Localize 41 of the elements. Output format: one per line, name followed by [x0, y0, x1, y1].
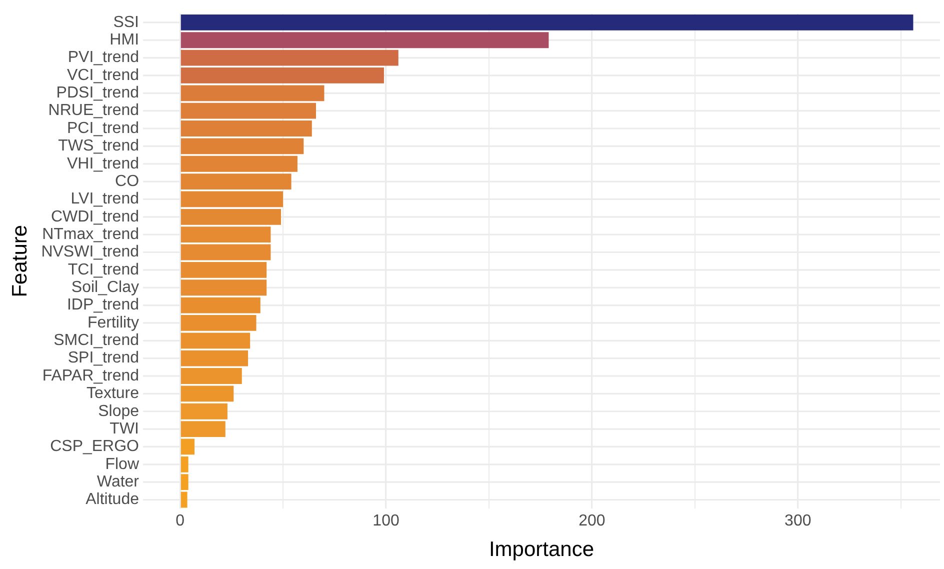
bar [180, 14, 914, 30]
y-tick-label: SMCI_trend [54, 332, 140, 350]
y-tick-label: IDP_trend [66, 296, 140, 314]
y-tick-label: SPI_trend [68, 350, 140, 367]
y-tick-label: PDSI_trend [56, 84, 140, 102]
x-tick-label: 0 [176, 512, 185, 530]
bar [180, 438, 194, 455]
y-tick-label: CO [115, 172, 140, 190]
y-tick-label: CWDI_trend [50, 208, 140, 226]
y-tick-label: Soil_Clay [71, 279, 140, 296]
bar [180, 244, 271, 260]
y-axis-title: Feature [8, 224, 32, 298]
bar [180, 85, 324, 102]
bar [180, 32, 549, 48]
x-axis-title: Importance [488, 538, 594, 562]
y-tick-label: PCI_trend [66, 120, 140, 137]
y-tick-label: TWI [110, 420, 140, 438]
y-tick-label: LVI_trend [70, 190, 140, 208]
y-tick-label: Texture [86, 385, 140, 402]
y-tick-label: VHI_trend [66, 155, 140, 172]
y-tick-label: CSP_ERGO [50, 438, 140, 456]
y-tick-label: Fertility [87, 314, 140, 332]
y-tick-label: NVSWI_trend [41, 244, 140, 261]
y-tick-label: VCI_trend [66, 66, 140, 84]
y-tick-label: PVI_trend [68, 49, 140, 66]
y-tick-label: TWS_trend [58, 138, 140, 155]
y-tick-label: SSI [113, 14, 140, 31]
bar [180, 191, 284, 208]
y-tick-label: NRUE_trend [48, 102, 140, 120]
y-tick-label: NTmax_trend [42, 226, 140, 243]
y-tick-label: Flow [105, 456, 140, 473]
x-tick-label: 300 [784, 512, 812, 530]
y-tick-label: Slope [98, 402, 140, 420]
y-tick-label: HMI [110, 32, 140, 49]
y-tick-label: TCI_trend [68, 261, 140, 278]
y-tick-label: Altitude [86, 491, 140, 508]
y-tick-label: Water [96, 473, 140, 490]
y-tick-label: FAPAR_trend [42, 367, 140, 384]
bar [180, 492, 188, 508]
x-tick-label: 200 [578, 512, 606, 530]
x-tick-label: 100 [372, 512, 400, 530]
